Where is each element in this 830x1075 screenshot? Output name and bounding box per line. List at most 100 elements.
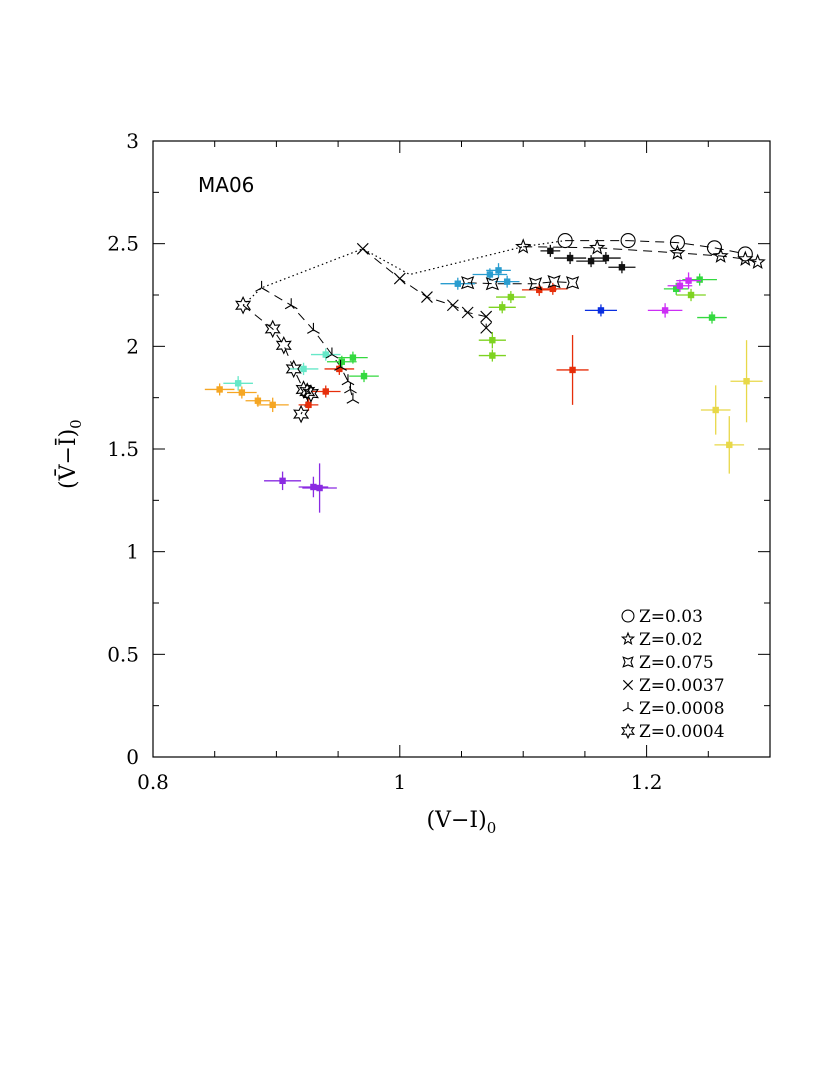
observation-point [486,263,511,278]
observation-point [227,386,257,399]
model-line [242,304,312,415]
observation-point [338,351,368,364]
observation-marker [708,314,716,321]
x-tick-label: 1 [393,770,406,794]
model-marker [620,233,636,249]
legend-entry: Z=0.0008 [639,699,725,719]
observation-marker [696,276,703,283]
observation-marker [499,304,506,311]
model-marker [235,296,252,315]
observation-marker [238,389,246,396]
model-marker [299,382,316,401]
observation-point [730,340,763,423]
y-axis-label-main: (V̄−Ī) [54,429,81,489]
observation-marker [310,483,317,491]
y-tick-label: 0.5 [107,642,139,666]
legend-entry: Z=0.03 [639,607,703,627]
observation-marker [254,397,262,404]
observation-point [714,416,745,474]
observation-marker [279,477,286,485]
observation-point [647,303,683,318]
model-marker [275,336,292,355]
observation-point [204,383,235,396]
observation-point [676,272,701,289]
y-tick-label: 3 [126,129,139,153]
observation-marker [338,358,346,365]
model-marker [480,321,493,334]
model-marker [737,246,753,262]
y-tick-label: 0 [126,745,139,769]
model-marker [565,276,580,290]
observation-marker [676,282,684,289]
observation-point [478,349,506,362]
observation-marker [673,285,680,293]
observation-point [676,288,706,302]
observation-marker [305,401,312,409]
model-line [523,246,758,263]
model-marker [325,347,339,359]
observation-marker [234,380,242,387]
observation-point [349,370,379,383]
observation-marker [685,277,692,284]
observation-point [663,282,689,295]
observation-marker [549,285,557,293]
observation-marker [495,267,502,274]
observation-marker [300,365,307,373]
legend-marker [622,702,634,712]
observation-marker [216,386,223,393]
model-line [467,281,573,285]
model-marker [589,239,606,255]
y-axis-label-subscript: 0 [67,419,85,429]
observation-point [478,331,506,349]
model-marker [285,359,302,379]
axis-ticks [152,140,771,758]
observations [204,244,763,513]
observation-point [608,261,636,274]
x-axis-label-subscript: 0 [487,819,497,837]
observation-marker [269,401,276,409]
y-tick-label: 2 [126,334,139,358]
observation-marker [587,257,595,265]
observation-marker [687,291,695,299]
x-axis-label: (V−I)0 [427,808,497,837]
legend: Z=0.03 Z=0.02 Z=0.075 Z=0.0037 Z=0.0008 Z=0.0… [620,607,725,742]
observation-point [554,252,587,265]
legend-marker [622,679,634,691]
observation-marker [322,351,329,358]
observation-marker [316,484,323,492]
x-tick-label: 1.2 [631,770,663,794]
model-marker [356,242,369,255]
model-marker [421,291,433,303]
model-marker [255,280,268,292]
model-marker [334,359,347,371]
observation-marker [726,441,733,449]
observation-marker [602,254,610,262]
model-marker [669,235,686,251]
model-marker [284,298,298,310]
y-tick-label: 1.5 [107,437,139,461]
model-marker [737,250,754,266]
legend-marker [621,609,635,623]
observation-point [697,311,727,324]
model-marker [712,247,729,263]
model-marker [446,299,459,312]
observation-marker [507,293,515,301]
observation-marker [489,352,496,359]
model-marker [344,382,357,394]
model-marker [515,238,532,254]
observation-marker [454,280,461,287]
dotted-connector-line [242,240,566,306]
observation-point [556,335,589,405]
model-marker [346,392,360,404]
observation-point [540,244,561,257]
model-marker [264,319,281,339]
observation-point [298,398,319,411]
model-marker [547,275,561,289]
observation-point [223,376,253,391]
observation-marker [536,286,543,294]
observation-marker [597,307,605,314]
model-line [362,248,487,328]
tick-labels: 0.8 1 1.2 0 0.5 1 1.5 2 2.5 3 [107,129,662,794]
legend-entry: Z=0.075 [639,653,714,673]
